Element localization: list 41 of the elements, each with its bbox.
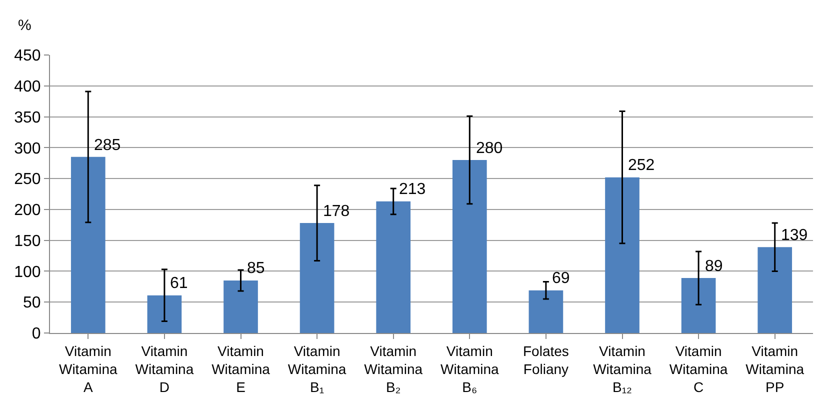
x-tick-label: Vitamin Witamina C [669, 342, 728, 396]
y-tick-label: 50 [23, 294, 41, 312]
y-tick-label: 450 [14, 48, 41, 65]
data-label: 139 [781, 227, 808, 244]
data-label: 178 [323, 203, 350, 220]
bar [605, 177, 640, 333]
x-tick-label: Vitamin Witamina B₆ [440, 342, 500, 396]
bar [300, 223, 334, 333]
y-tick-label: 150 [14, 232, 41, 250]
bar [758, 247, 792, 333]
data-label: 252 [628, 157, 655, 174]
y-tick-label: 250 [14, 171, 41, 188]
x-tick-label: Vitamin Witamina D [135, 342, 194, 396]
x-tick-label: Folates Foliany [522, 342, 569, 377]
y-tick-label: 200 [14, 202, 41, 220]
data-label: 61 [170, 275, 188, 292]
y-tick-label: 300 [14, 140, 41, 158]
bar [70, 156, 106, 333]
data-label: 213 [399, 181, 426, 198]
data-label: 85 [247, 260, 265, 277]
bar [147, 295, 182, 333]
bar [528, 290, 564, 333]
data-label: 280 [476, 140, 503, 157]
x-tick-label: Vitamin Witamina PP [746, 342, 804, 396]
y-tick-label: 100 [14, 264, 41, 281]
y-tick-label: 0 [32, 326, 41, 343]
bar [452, 160, 487, 333]
y-tick-label: 350 [14, 109, 41, 126]
x-tick-label: Vitamin Witamina E [212, 342, 270, 396]
x-tick-label: Vitamin Witamina B₁ [288, 342, 346, 396]
x-tick-label: Vitamin Witamina A [58, 342, 118, 396]
bar [224, 280, 258, 333]
y-axis-title: % [18, 17, 32, 34]
x-tick-label: Vitamin Witamina B₂ [364, 342, 423, 396]
data-label: 285 [94, 137, 121, 154]
y-tick-label: 400 [14, 78, 41, 96]
bar [376, 201, 411, 333]
x-tick-label: Vitamin Witamina B₁₂ [593, 342, 652, 396]
bar [681, 278, 716, 333]
data-label: 69 [552, 270, 570, 287]
data-label: 89 [705, 258, 723, 275]
